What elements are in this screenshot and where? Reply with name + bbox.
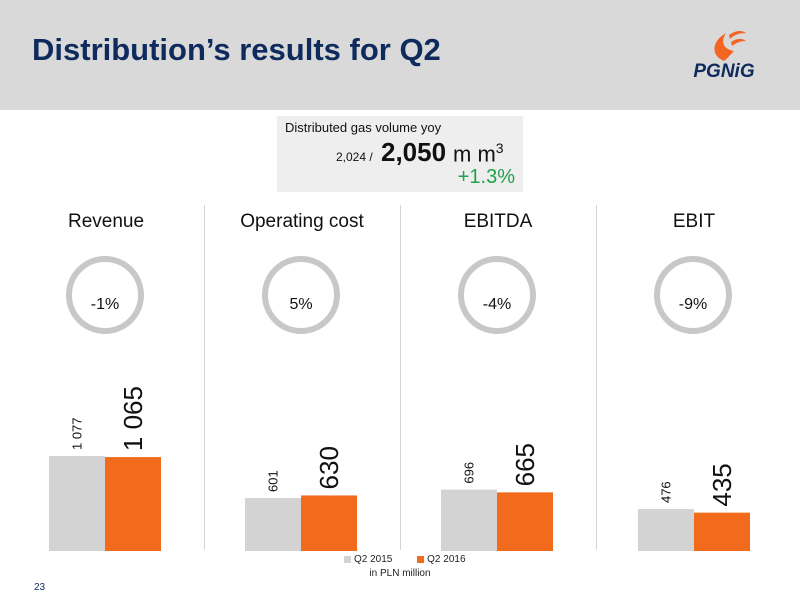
header-band: Distribution’s results for Q2 PGNiG (0, 0, 800, 110)
panel-divider (204, 205, 205, 550)
page-title: Distribution’s results for Q2 (32, 32, 441, 67)
gas-volume-unit-exponent: 3 (495, 140, 504, 156)
value-label-ebit-q2-2016: 435 (707, 463, 737, 506)
bar-ebit-q2-2016 (694, 512, 750, 551)
chart-title-ebitda: EBITDA (463, 211, 533, 232)
bar-revenue-q2-2015 (49, 456, 105, 551)
bar-operating-cost-q2-2015 (245, 498, 301, 551)
change-ring-operating-cost (262, 256, 340, 334)
gas-volume-unit-text: m m (453, 141, 496, 167)
bar-ebitda-q2-2016 (497, 492, 553, 551)
legend-label-q2-2016: Q2 2016 (427, 554, 466, 565)
gas-volume-current: 2,050 (381, 137, 447, 167)
legend-swatch-q2-2016 (417, 555, 425, 563)
legend-item-q2-2015: Q2 2015 (344, 554, 392, 565)
bar-operating-cost-q2-2016 (301, 495, 357, 551)
chart-title-revenue: Revenue (67, 211, 145, 232)
value-label-ebit-q2-2015: 476 (659, 481, 674, 503)
legend-item-q2-2016: Q2 2016 (417, 554, 466, 565)
change-label-ebitda: -4% (482, 296, 512, 313)
value-label-revenue-q2-2016: 1 065 (118, 386, 148, 451)
change-label-ebit: -9% (678, 296, 708, 313)
legend-swatch-q2-2015 (344, 555, 351, 563)
gas-volume-box: Distributed gas volume yoy 2,024 / 2,050… (277, 116, 523, 192)
legend-label-q2-2015: Q2 2015 (354, 554, 393, 565)
chart-title-ebit: EBIT (672, 211, 716, 232)
bar-ebit-q2-2015 (638, 509, 694, 551)
gas-volume-label: Distributed gas volume yoy (285, 120, 442, 135)
gas-volume-unit: m m3 (453, 140, 504, 167)
change-ring-ebitda (458, 256, 536, 334)
chart-title-operating-cost: Operating cost (240, 211, 364, 232)
value-label-revenue-q2-2015: 1 077 (70, 417, 85, 450)
chart-legend: Q2 2015 Q2 2016 (344, 554, 488, 565)
gas-volume-change: +1.3% (457, 166, 515, 188)
change-ring-ebit (654, 256, 732, 334)
bar-ebitda-q2-2015 (441, 489, 497, 551)
value-label-operating-cost-q2-2015: 601 (266, 470, 281, 492)
value-label-operating-cost-q2-2016: 630 (314, 446, 344, 489)
pgnig-logo: PGNiG (684, 25, 764, 85)
bar-revenue-q2-2016 (105, 457, 161, 551)
panel-divider (400, 205, 401, 550)
gas-volume-previous: 2,024 / (336, 150, 373, 164)
page-number: 23 (34, 582, 46, 593)
change-label-operating-cost: 5% (289, 296, 313, 313)
value-label-ebitda-q2-2015: 696 (462, 462, 477, 484)
change-label-revenue: -1% (90, 296, 120, 313)
unit-note: in PLN million (369, 568, 431, 579)
logo-wordmark: PGNiG (693, 61, 755, 82)
panel-divider (596, 205, 597, 550)
flame-icon (714, 30, 746, 61)
value-label-ebitda-q2-2016: 665 (510, 443, 540, 486)
change-ring-revenue (66, 256, 144, 334)
